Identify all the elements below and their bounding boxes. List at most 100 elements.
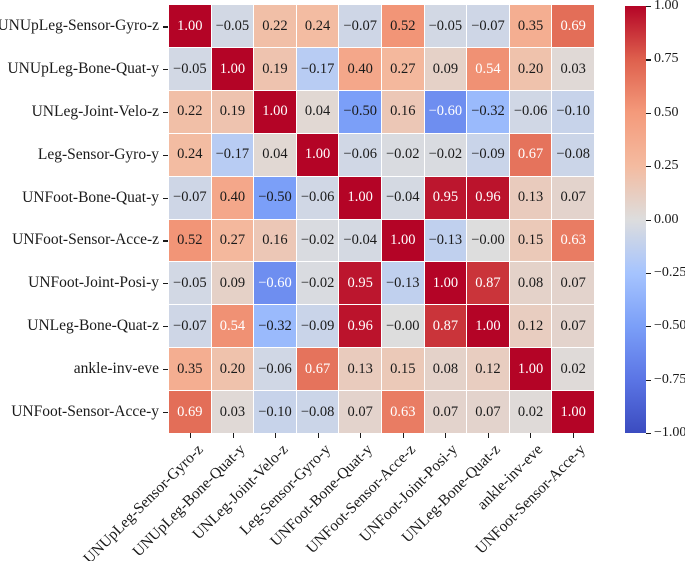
heatmap-cell: 0.27 bbox=[381, 47, 424, 90]
colorbar-tick-label: 1.00 bbox=[654, 0, 679, 13]
heatmap-cell: 0.08 bbox=[424, 348, 467, 391]
heatmap-cell: −0.32 bbox=[254, 305, 296, 348]
colorbar-tick bbox=[646, 166, 651, 168]
heatmap-cell: 1.00 bbox=[296, 133, 339, 176]
heatmap-cell: −0.10 bbox=[254, 391, 296, 433]
y-tick-label: UNUpLeg-Bone-Quat-y bbox=[7, 60, 159, 78]
heatmap-cell: −0.04 bbox=[381, 176, 424, 219]
heatmap-cell: −0.60 bbox=[424, 90, 467, 133]
colorbar-tick-label: 0.25 bbox=[654, 158, 679, 174]
y-tick bbox=[163, 368, 168, 370]
x-tick bbox=[402, 433, 404, 438]
colorbar-tick bbox=[646, 379, 651, 381]
heatmap-cell: −0.06 bbox=[296, 176, 339, 219]
heatmap-cell: −0.08 bbox=[552, 133, 594, 176]
heatmap-cell: −0.00 bbox=[381, 305, 424, 348]
x-tick bbox=[530, 433, 532, 438]
heatmap-cell: −0.06 bbox=[254, 348, 296, 391]
y-tick bbox=[163, 69, 168, 71]
y-tick bbox=[163, 240, 168, 242]
colorbar-tick-label: 0.75 bbox=[654, 51, 679, 67]
heatmap-cell: −0.17 bbox=[296, 47, 339, 90]
heatmap-cell: −0.09 bbox=[467, 133, 509, 176]
heatmap-cell: 0.07 bbox=[552, 262, 594, 305]
heatmap-cell: −0.50 bbox=[339, 90, 381, 133]
heatmap-cell: −0.13 bbox=[381, 262, 424, 305]
y-tick bbox=[163, 154, 168, 156]
y-tick bbox=[163, 112, 168, 114]
heatmap-cell: 0.16 bbox=[254, 219, 296, 262]
heatmap-cell: 0.52 bbox=[169, 219, 211, 262]
x-tick bbox=[317, 433, 319, 438]
heatmap-cell: −0.02 bbox=[424, 133, 467, 176]
heatmap-cell: 0.15 bbox=[381, 348, 424, 391]
y-tick-label: UNFoot-Sensor-Acce-y bbox=[11, 402, 159, 420]
heatmap-cell: 0.04 bbox=[296, 90, 339, 133]
heatmap-cell: −0.07 bbox=[467, 5, 509, 47]
heatmap-cell: −0.50 bbox=[254, 176, 296, 219]
heatmap-cell: −0.17 bbox=[211, 133, 254, 176]
colorbar-tick bbox=[646, 433, 651, 435]
heatmap-cell: −0.07 bbox=[169, 176, 211, 219]
heatmap-cell: −0.06 bbox=[339, 133, 381, 176]
heatmap-cell: 0.35 bbox=[169, 348, 211, 391]
heatmap-cell: 0.24 bbox=[169, 133, 211, 176]
heatmap-cell: 0.63 bbox=[381, 391, 424, 433]
heatmap-cell: 1.00 bbox=[552, 391, 594, 433]
heatmap-cell: −0.02 bbox=[296, 262, 339, 305]
y-tick bbox=[163, 197, 168, 199]
y-tick bbox=[163, 283, 168, 285]
colorbar-tick-label: 0.00 bbox=[654, 211, 679, 227]
heatmap-cell: 0.40 bbox=[211, 176, 254, 219]
heatmap-cell: 0.87 bbox=[424, 305, 467, 348]
heatmap-cell: −0.05 bbox=[169, 47, 211, 90]
heatmap-cell: 0.07 bbox=[424, 391, 467, 433]
heatmap-cell: 0.09 bbox=[424, 47, 467, 90]
heatmap-cell: 0.07 bbox=[467, 391, 509, 433]
colorbar-tick bbox=[646, 272, 651, 275]
heatmap-cell: 1.00 bbox=[211, 47, 254, 90]
heatmap-cell: −0.02 bbox=[381, 133, 424, 176]
heatmap-cell: −0.32 bbox=[467, 90, 509, 133]
heatmap-cell: 0.15 bbox=[509, 219, 552, 262]
colorbar-tick bbox=[646, 219, 651, 221]
colorbar-tick-label: 0.50 bbox=[654, 104, 679, 120]
heatmap-grid: 1.00 −0.05 0.22 0.24 −0.07 0.52 −0.05 −0.07 0.35… bbox=[169, 5, 594, 433]
heatmap-cell: 0.27 bbox=[211, 219, 254, 262]
x-tick bbox=[445, 433, 447, 438]
heatmap-cell: −0.60 bbox=[254, 262, 296, 305]
heatmap-cell: 1.00 bbox=[169, 5, 211, 47]
heatmap-cell: −0.09 bbox=[296, 305, 339, 348]
heatmap-cell: 0.12 bbox=[509, 305, 552, 348]
heatmap-cell: 0.04 bbox=[254, 133, 296, 176]
heatmap-cell: 0.02 bbox=[509, 391, 552, 433]
heatmap-cell: 0.03 bbox=[211, 391, 254, 433]
heatmap-cell: −0.13 bbox=[424, 219, 467, 262]
y-tick bbox=[163, 26, 168, 28]
y-tick-label: UNLeg-Joint-Velo-z bbox=[31, 102, 159, 120]
heatmap-cell: −0.10 bbox=[552, 90, 594, 133]
heatmap-cell: 1.00 bbox=[254, 90, 296, 133]
y-tick-label: UNFoot-Bone-Quat-y bbox=[22, 188, 159, 206]
heatmap-cell: 0.54 bbox=[211, 305, 254, 348]
heatmap-cell: 0.22 bbox=[169, 90, 211, 133]
heatmap-cell: 0.96 bbox=[467, 176, 509, 219]
y-tick bbox=[163, 411, 168, 413]
heatmap-cell: −0.02 bbox=[296, 219, 339, 262]
colorbar-tick bbox=[646, 326, 651, 328]
heatmap-cell: 0.54 bbox=[467, 47, 509, 90]
heatmap-cell: 0.19 bbox=[254, 47, 296, 90]
y-tick bbox=[163, 326, 168, 328]
heatmap-cell: −0.07 bbox=[169, 305, 211, 348]
x-tick bbox=[190, 433, 192, 438]
heatmap-cell: 0.07 bbox=[339, 391, 381, 433]
colorbar-tick bbox=[646, 112, 651, 114]
colorbar-tick bbox=[646, 59, 651, 61]
heatmap-cell: −0.08 bbox=[296, 391, 339, 433]
heatmap-cell: −0.04 bbox=[339, 219, 381, 262]
heatmap-cell: 0.20 bbox=[211, 348, 254, 391]
heatmap-cell: 1.00 bbox=[467, 305, 509, 348]
heatmap-cell: −0.00 bbox=[467, 219, 509, 262]
heatmap-cell: 0.08 bbox=[509, 262, 552, 305]
